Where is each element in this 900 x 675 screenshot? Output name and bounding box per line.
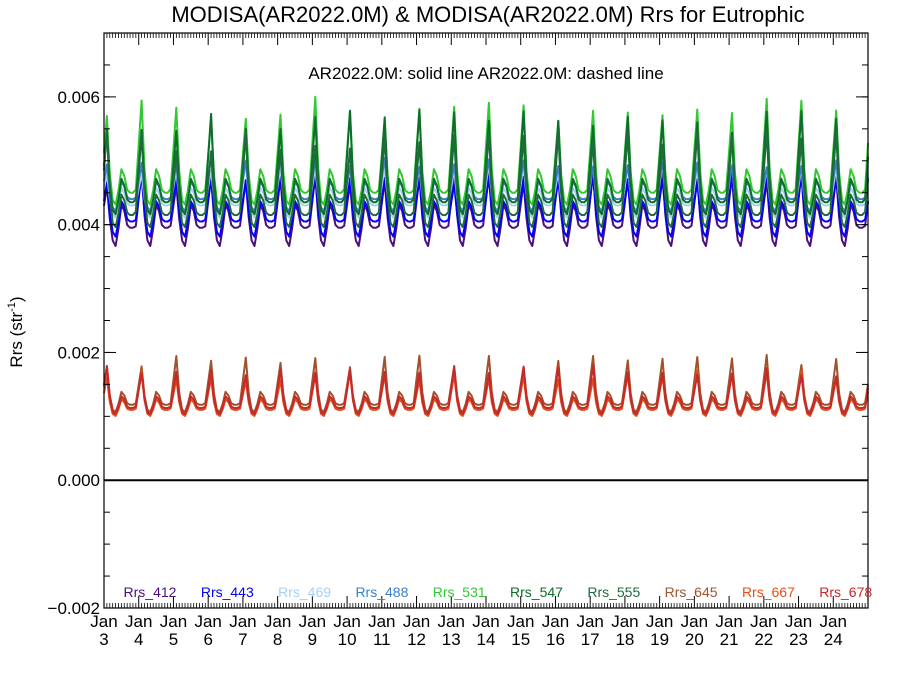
x-tick-label-year: 14 (477, 630, 496, 649)
x-tick-label-year: 4 (134, 630, 143, 649)
x-tick-label-month: Jan (160, 612, 187, 631)
x-tick-label-month: Jan (438, 612, 465, 631)
x-tick-label-year: 12 (407, 630, 426, 649)
y-axis: −0.002 0.000 0.002 0.004 0.006 (48, 32, 868, 618)
y-tick-label: 0.002 (57, 343, 100, 362)
x-tick-label-year: 19 (650, 630, 669, 649)
plot-area: −0.0020.0000.0020.0040.006Jan3Jan4Jan5Ja… (48, 32, 873, 649)
y-axis-label-close: ) (7, 296, 26, 302)
legend-item-rrs-488: Rrs_488 (355, 584, 408, 600)
x-tick-label-month: Jan (194, 612, 221, 631)
x-tick-label-year: 10 (338, 630, 357, 649)
series-line-rrs-531 (103, 95, 869, 206)
legend-item-rrs-547: Rrs_547 (510, 584, 563, 600)
x-tick-label-month: Jan (507, 612, 534, 631)
legend-item-rrs-555: Rrs_555 (587, 584, 640, 600)
x-tick-label-year: 23 (789, 630, 808, 649)
y-axis-label: Rrs (str-1) (6, 296, 26, 367)
x-tick-label-year: 13 (442, 630, 461, 649)
series-lines (103, 95, 869, 417)
chart-subtitle: AR2022.0M: solid line AR2022.0M: dashed … (308, 64, 663, 83)
x-tick-label-month: Jan (90, 612, 117, 631)
series-line-rrs-555 (103, 128, 869, 228)
x-tick-label-month: Jan (750, 612, 777, 631)
y-axis-label-main: Rrs (str (7, 312, 26, 368)
x-tick-label-month: Jan (542, 612, 569, 631)
legend-item-rrs-469: Rrs_469 (278, 584, 331, 600)
plot-frame (103, 32, 869, 609)
x-tick-label-month: Jan (125, 612, 152, 631)
x-tick-label-month: Jan (681, 612, 708, 631)
series-line-rrs-678 (103, 364, 869, 415)
x-tick-label-month: Jan (403, 612, 430, 631)
x-tick-label-year: 16 (546, 630, 565, 649)
x-axis: Jan3Jan4Jan5Jan6Jan7Jan8Jan9Jan10Jan11Ja… (90, 33, 866, 649)
legend-item-rrs-678: Rrs_678 (819, 584, 872, 600)
x-tick-label-year: 7 (238, 630, 247, 649)
x-tick-label-month: Jan (820, 612, 847, 631)
x-tick-label-month: Jan (229, 612, 256, 631)
x-tick-label-month: Jan (715, 612, 742, 631)
x-tick-label-year: 21 (720, 630, 739, 649)
y-axis-label-sup: -1 (6, 302, 18, 312)
series-line-rrs-645 (103, 354, 869, 413)
x-tick-label-month: Jan (264, 612, 291, 631)
chart-title: MODISA(AR2022.0M) & MODISA(AR2022.0M) Rr… (171, 2, 804, 27)
legend-item-rrs-531: Rrs_531 (433, 584, 486, 600)
svg-text:Rrs (str-1): Rrs (str-1) (6, 296, 26, 367)
x-tick-label-year: 18 (615, 630, 634, 649)
legend-item-rrs-412: Rrs_412 (124, 584, 177, 600)
x-tick-label-year: 11 (373, 630, 391, 649)
x-tick-label-month: Jan (368, 612, 395, 631)
legend-item-rrs-667: Rrs_667 (742, 584, 795, 600)
series-line-rrs-443 (103, 170, 869, 238)
y-tick-label: 0.004 (57, 216, 100, 235)
x-tick-label-year: 17 (581, 630, 600, 649)
x-tick-label-month: Jan (576, 612, 603, 631)
x-tick-label-year: 22 (754, 630, 773, 649)
legend-item-rrs-443: Rrs_443 (201, 584, 254, 600)
x-tick-label-year: 9 (308, 630, 317, 649)
x-tick-label-year: 24 (824, 630, 843, 649)
x-tick-label-year: 6 (203, 630, 212, 649)
x-tick-label-month: Jan (611, 612, 638, 631)
x-tick-label-year: 3 (99, 630, 108, 649)
x-tick-label-year: 20 (685, 630, 704, 649)
y-tick-label: 0.000 (57, 471, 100, 490)
y-tick-label: −0.002 (48, 599, 100, 618)
x-tick-label-year: 15 (511, 630, 530, 649)
x-tick-label-month: Jan (333, 612, 360, 631)
x-tick-label-month: Jan (299, 612, 326, 631)
x-tick-label-year: 5 (169, 630, 178, 649)
x-tick-label-year: 8 (273, 630, 282, 649)
x-tick-label-month: Jan (472, 612, 499, 631)
y-tick-label: 0.006 (57, 88, 100, 107)
x-tick-label-month: Jan (785, 612, 812, 631)
legend: Rrs_412 Rrs_443 Rrs_469 Rrs_488 Rrs_531 Rrs_5… (124, 584, 873, 600)
legend-item-rrs-645: Rrs_645 (665, 584, 718, 600)
x-tick-label-month: Jan (646, 612, 673, 631)
